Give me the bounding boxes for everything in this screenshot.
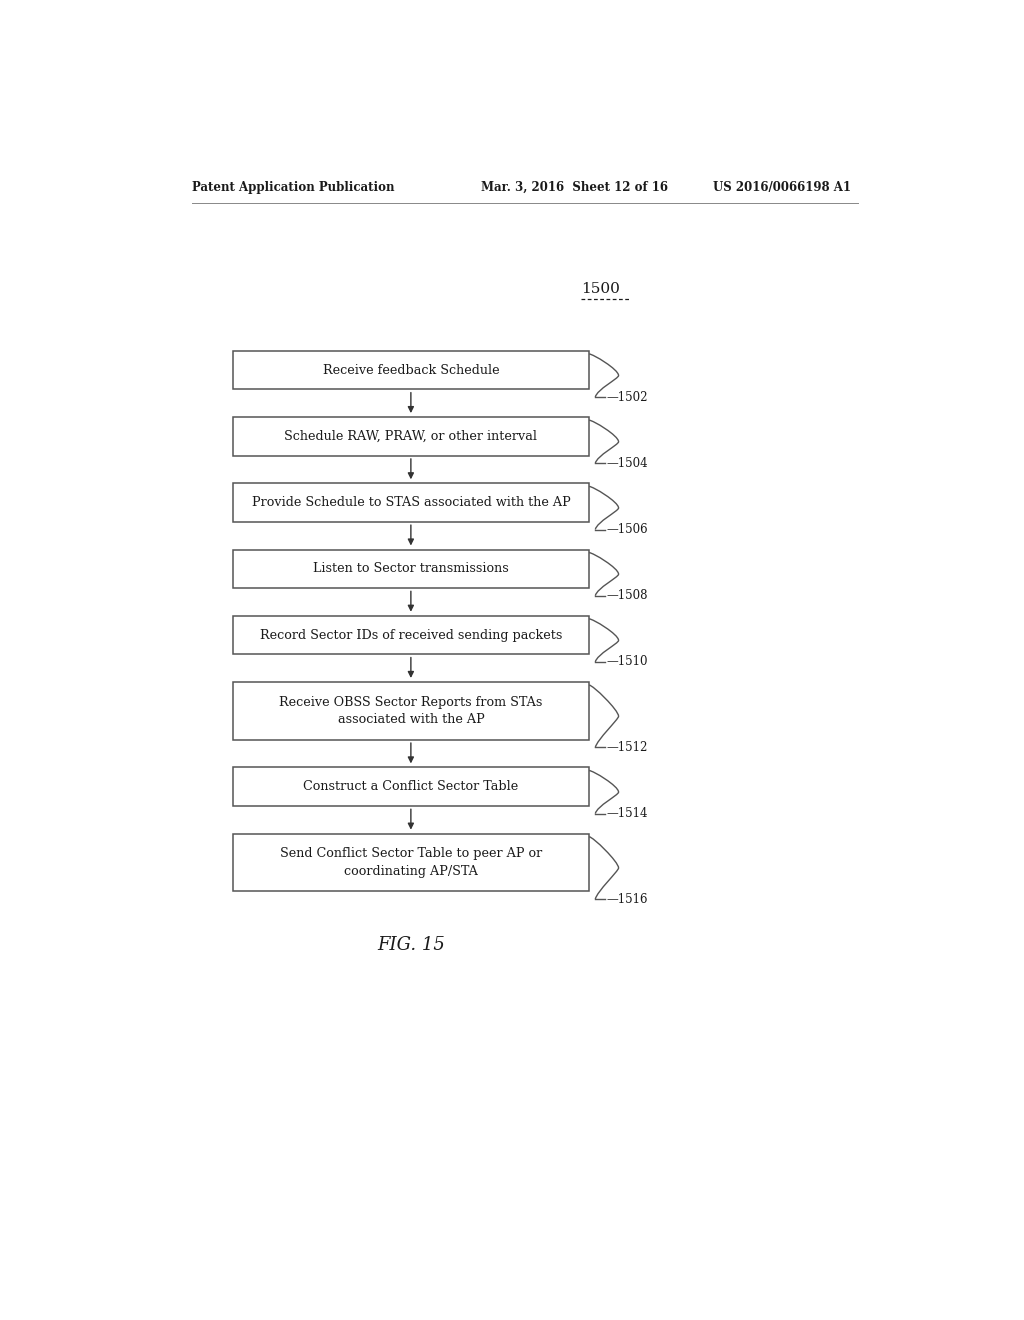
FancyBboxPatch shape <box>232 682 589 739</box>
Text: —1516: —1516 <box>607 892 648 906</box>
Text: FIG. 15: FIG. 15 <box>377 936 444 954</box>
Text: —1502: —1502 <box>607 391 648 404</box>
FancyBboxPatch shape <box>232 615 589 655</box>
Text: Mar. 3, 2016  Sheet 12 of 16: Mar. 3, 2016 Sheet 12 of 16 <box>480 181 668 194</box>
FancyBboxPatch shape <box>232 834 589 891</box>
Text: Listen to Sector transmissions: Listen to Sector transmissions <box>313 562 509 576</box>
Text: Record Sector IDs of received sending packets: Record Sector IDs of received sending pa… <box>260 628 562 642</box>
Text: —1512: —1512 <box>607 741 648 754</box>
Text: US 2016/0066198 A1: US 2016/0066198 A1 <box>713 181 851 194</box>
Text: Patent Application Publication: Patent Application Publication <box>191 181 394 194</box>
Text: —1514: —1514 <box>607 807 648 820</box>
Text: Construct a Conflict Sector Table: Construct a Conflict Sector Table <box>303 780 518 793</box>
Text: Receive OBSS Sector Reports from STAs
associated with the AP: Receive OBSS Sector Reports from STAs as… <box>280 696 543 726</box>
Text: Provide Schedule to STAS associated with the AP: Provide Schedule to STAS associated with… <box>252 496 570 510</box>
FancyBboxPatch shape <box>232 351 589 389</box>
Text: Receive feedback Schedule: Receive feedback Schedule <box>323 363 499 376</box>
Text: Schedule RAW, PRAW, or other interval: Schedule RAW, PRAW, or other interval <box>285 430 538 444</box>
FancyBboxPatch shape <box>232 483 589 521</box>
Text: Send Conflict Sector Table to peer AP or
coordinating AP/STA: Send Conflict Sector Table to peer AP or… <box>280 847 542 878</box>
FancyBboxPatch shape <box>232 417 589 455</box>
Text: 1500: 1500 <box>582 282 621 296</box>
FancyBboxPatch shape <box>232 767 589 807</box>
FancyBboxPatch shape <box>232 549 589 589</box>
Text: —1506: —1506 <box>607 523 648 536</box>
Text: —1510: —1510 <box>607 656 648 668</box>
Text: —1508: —1508 <box>607 589 648 602</box>
Text: —1504: —1504 <box>607 457 648 470</box>
